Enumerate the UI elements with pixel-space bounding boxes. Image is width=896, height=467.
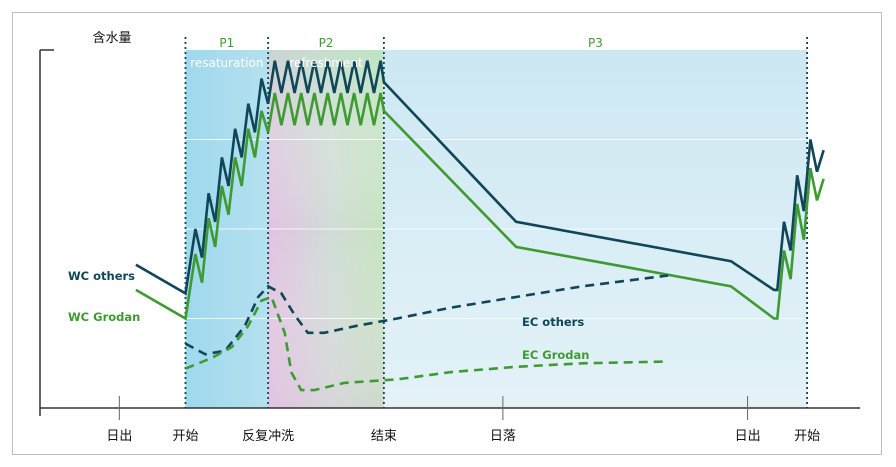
- series-line-ec-others: [184, 274, 669, 356]
- phase-subtitle: refreshment: [289, 56, 363, 70]
- phase-label: P3: [588, 36, 603, 50]
- x-tick-label: 开始: [172, 429, 198, 444]
- series-label: EC others: [522, 315, 584, 329]
- x-tick-label: 开始: [794, 429, 820, 444]
- series-line-wc-grodan: [135, 92, 825, 321]
- x-tick-label: 反复冲洗: [242, 429, 294, 444]
- x-tick-label: 结束: [371, 429, 397, 444]
- series-label: EC Grodan: [522, 348, 590, 362]
- x-tick-label: 日出: [735, 429, 761, 444]
- series-label: WC Grodan: [68, 310, 140, 324]
- chart-frame: [12, 12, 882, 455]
- series-line-ec-grodan: [185, 295, 669, 392]
- y-axis-label: 含水量: [92, 30, 131, 46]
- x-tick-label: 日落: [490, 429, 516, 444]
- phase-label: P1: [219, 36, 234, 50]
- phase-subtitle: resaturation: [190, 56, 263, 70]
- phase-label: P2: [319, 36, 334, 50]
- x-tick-label: 日出: [106, 429, 132, 444]
- series-label: WC others: [68, 269, 135, 283]
- series-line-wc-others: [135, 60, 825, 296]
